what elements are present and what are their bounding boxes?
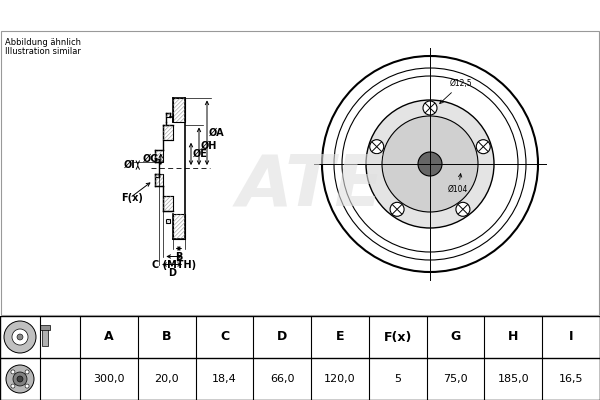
Polygon shape (155, 150, 163, 162)
Bar (40, 325, 50, 330)
Circle shape (13, 372, 27, 386)
Polygon shape (155, 159, 159, 162)
Text: ØE: ØE (193, 149, 208, 159)
Polygon shape (155, 174, 159, 177)
Text: ØG: ØG (143, 154, 159, 164)
Circle shape (12, 329, 28, 345)
Text: H: H (508, 330, 518, 344)
Polygon shape (163, 196, 173, 212)
Circle shape (25, 384, 29, 388)
Text: 5: 5 (394, 374, 401, 384)
Circle shape (17, 334, 23, 340)
Circle shape (370, 140, 384, 154)
Circle shape (423, 101, 437, 115)
Circle shape (25, 370, 29, 374)
Text: 300,0: 300,0 (93, 374, 125, 384)
Circle shape (11, 370, 15, 374)
Circle shape (17, 376, 23, 382)
Text: ØH: ØH (201, 141, 217, 151)
Text: ØI: ØI (124, 160, 136, 170)
Bar (42, 328, 48, 346)
Polygon shape (173, 214, 185, 238)
Text: ATE: ATE (236, 152, 384, 220)
Text: F(x): F(x) (121, 193, 143, 203)
Polygon shape (173, 98, 185, 122)
Polygon shape (155, 174, 163, 186)
Text: B: B (175, 252, 182, 262)
Text: C: C (220, 330, 229, 344)
Circle shape (390, 202, 404, 216)
Polygon shape (163, 124, 173, 140)
Circle shape (456, 202, 470, 216)
Text: 75,0: 75,0 (443, 374, 468, 384)
Text: C (MTH): C (MTH) (152, 260, 196, 270)
Text: 16,5: 16,5 (559, 374, 583, 384)
Text: Illustration similar: Illustration similar (5, 47, 81, 56)
Text: Ø12,5: Ø12,5 (440, 79, 473, 104)
Text: B: B (162, 330, 172, 344)
Polygon shape (166, 220, 170, 224)
Text: 185,0: 185,0 (497, 374, 529, 384)
Circle shape (382, 116, 478, 212)
Circle shape (418, 152, 442, 176)
Circle shape (366, 100, 494, 228)
Text: F(x): F(x) (383, 330, 412, 344)
Text: I: I (569, 330, 574, 344)
Text: 18,4: 18,4 (212, 374, 237, 384)
Text: ØA: ØA (209, 128, 224, 138)
Text: A: A (104, 330, 114, 344)
Text: G: G (451, 330, 461, 344)
Text: E: E (336, 330, 344, 344)
Circle shape (4, 321, 36, 353)
Text: Abbildung ähnlich: Abbildung ähnlich (5, 38, 81, 47)
Text: D: D (277, 330, 287, 344)
Text: 66,0: 66,0 (270, 374, 295, 384)
Text: 120,0: 120,0 (324, 374, 356, 384)
Text: 24.0120-0240.1    420240: 24.0120-0240.1 420240 (154, 6, 446, 24)
Polygon shape (166, 112, 170, 116)
Circle shape (6, 365, 34, 393)
Circle shape (11, 384, 15, 388)
Text: D: D (168, 268, 176, 278)
Text: 20,0: 20,0 (154, 374, 179, 384)
Text: Ø104: Ø104 (448, 174, 469, 194)
Circle shape (476, 140, 490, 154)
